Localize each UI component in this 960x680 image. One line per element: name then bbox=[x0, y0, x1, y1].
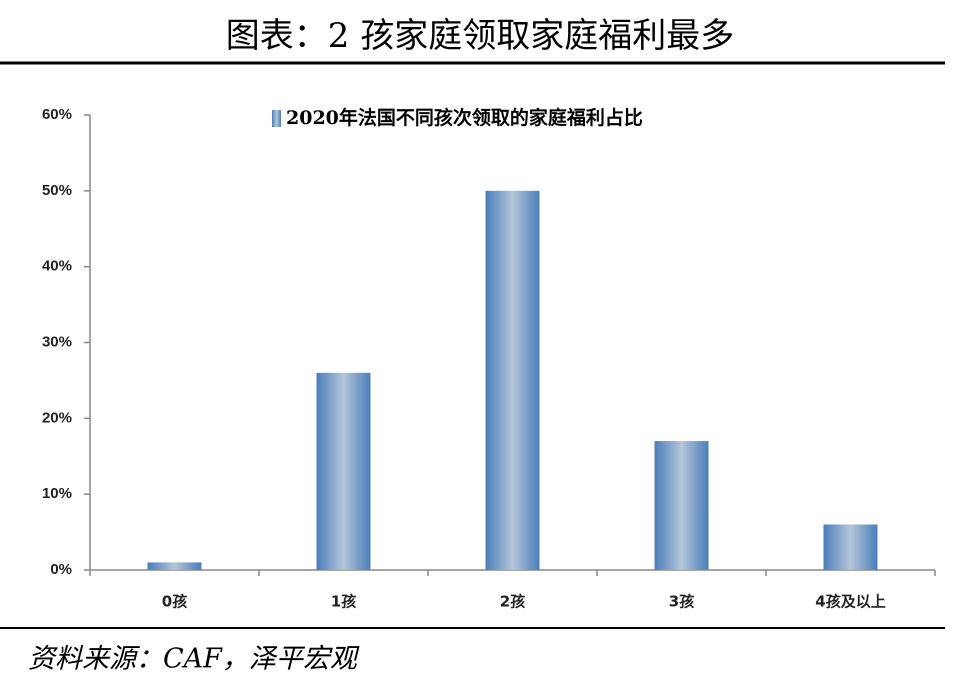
x-tick-label: 1孩 bbox=[331, 593, 356, 611]
y-tick-label: 10% bbox=[42, 485, 72, 502]
y-tick-label: 0% bbox=[50, 561, 72, 578]
x-tick-label: 3孩 bbox=[669, 593, 694, 611]
bar bbox=[485, 190, 540, 571]
bar bbox=[147, 562, 202, 570]
y-tick-label: 60% bbox=[42, 106, 72, 123]
bar bbox=[316, 372, 371, 570]
y-tick-label: 20% bbox=[42, 409, 72, 426]
x-tick-label: 2孩 bbox=[500, 593, 525, 611]
y-tick-label: 40% bbox=[42, 258, 72, 275]
chart-title: 图表：2 孩家庭领取家庭福利最多 bbox=[226, 16, 734, 56]
bar bbox=[654, 441, 709, 570]
bar bbox=[823, 524, 878, 570]
x-tick-label: 0孩 bbox=[162, 593, 187, 611]
y-tick-label: 30% bbox=[42, 333, 72, 350]
y-tick-label: 50% bbox=[42, 182, 72, 199]
source-note: 资料来源：CAF，泽平宏观 bbox=[28, 644, 360, 675]
legend-swatch bbox=[272, 110, 281, 127]
x-tick-label: 4孩及以上 bbox=[815, 593, 885, 611]
legend-label: 2020年法国不同孩次领取的家庭福利占比 bbox=[286, 106, 643, 129]
